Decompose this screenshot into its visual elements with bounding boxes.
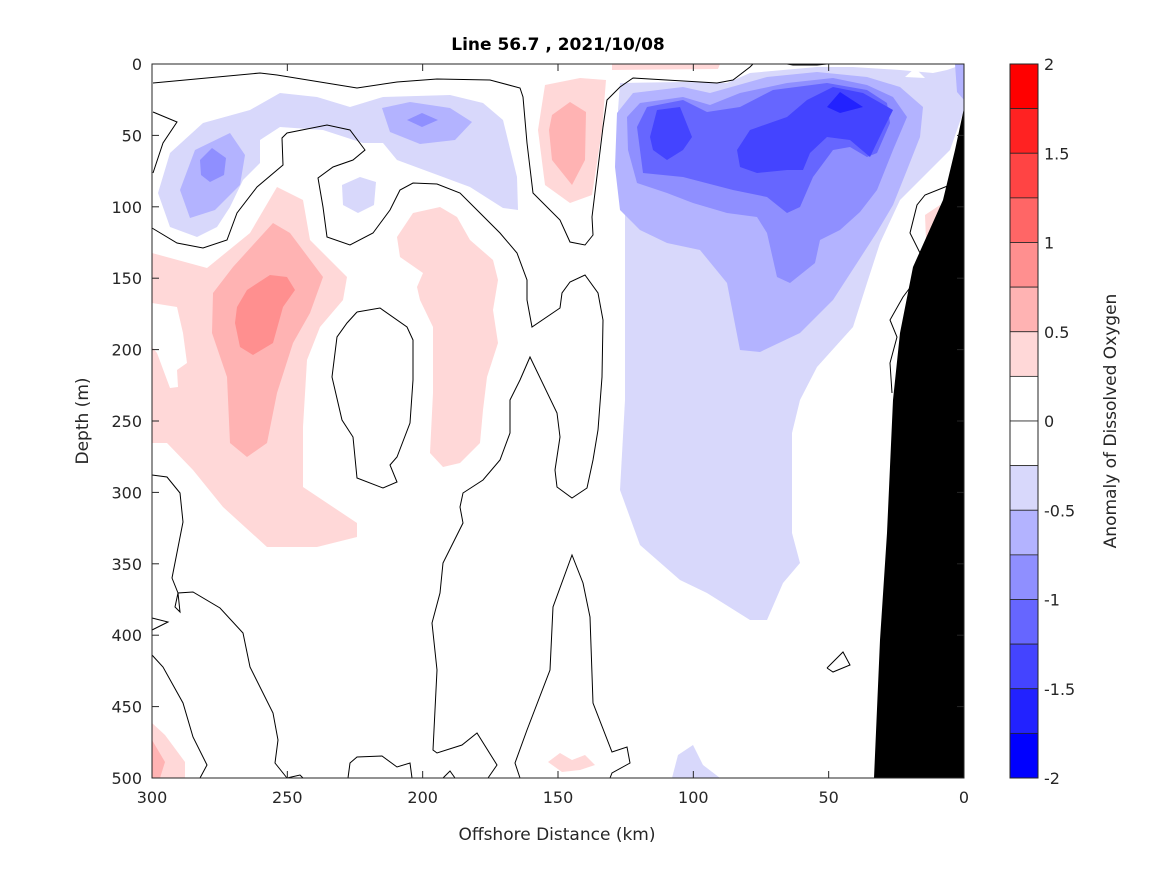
colorbar-band <box>1009 509 1039 556</box>
colorbar-label: Anomaly of Dissolved Oxygen <box>1101 294 1121 549</box>
zero-contour-line <box>151 474 288 779</box>
contour-region-n75 <box>407 113 438 127</box>
zero-contour-line <box>331 307 414 489</box>
x-tick-label: 0 <box>959 788 969 807</box>
colorbar-tick-label: 0 <box>1044 412 1054 431</box>
zero-contour-line <box>826 651 851 673</box>
contour-region-p25 <box>397 207 498 467</box>
contour-region-n150 <box>827 92 863 113</box>
y-tick-label: 300 <box>111 483 142 502</box>
contour-region-p50 <box>549 102 586 185</box>
zero-contour-line <box>152 111 178 174</box>
zero-contour-line <box>151 654 208 779</box>
colorbar-band <box>1009 599 1039 645</box>
x-tick-label: 250 <box>272 788 303 807</box>
contour-region-n25 <box>342 177 376 213</box>
contour-region-n125 <box>650 107 692 160</box>
colorbar-tick-label: 1 <box>1044 234 1054 253</box>
contour-region-n50 <box>955 64 964 100</box>
colorbar-band <box>1009 331 1039 377</box>
y-tick-label: 250 <box>111 412 142 431</box>
y-tick-label: 500 <box>111 769 142 788</box>
x-tick-label: 300 <box>137 788 168 807</box>
y-tick-label: 350 <box>111 555 142 574</box>
colorbar-band <box>1009 732 1039 779</box>
colorbar-band <box>1009 688 1039 734</box>
colorbar-band <box>1009 554 1039 600</box>
zero-contour-line <box>151 124 604 779</box>
colorbar-band <box>1009 420 1039 467</box>
colorbar-tick-label: 0.5 <box>1044 323 1069 342</box>
colorbar-tick-label: -0.5 <box>1044 501 1075 520</box>
colorbar: 2 1.5 1 0.5 0 -0.5 -1 -1.5 -2 <box>1009 55 1075 788</box>
y-axis-label: Depth (m) <box>73 377 93 464</box>
y-tick-label: 0 <box>132 55 142 74</box>
chart-title: Line 56.7 , 2021/10/08 <box>451 35 665 55</box>
contour-region-white <box>905 68 925 78</box>
seafloor-topography <box>874 108 964 778</box>
y-tick-label: 200 <box>111 341 142 360</box>
colorbar-band <box>1009 197 1039 243</box>
contour-region-p25 <box>612 64 720 70</box>
zero-contour-line <box>889 284 913 394</box>
y-tick-label: 400 <box>111 626 142 645</box>
colorbar-band <box>1009 108 1039 154</box>
contour-region-p75 <box>235 275 295 355</box>
colorbar-frame <box>1009 63 1039 779</box>
colorbar-band <box>1009 242 1039 288</box>
colorbar-band <box>1009 375 1039 422</box>
zero-contour-line <box>442 770 456 779</box>
colorbar-band <box>1009 465 1039 511</box>
x-tick-label: 150 <box>543 788 574 807</box>
zero-contour-line <box>514 553 631 779</box>
colorbar-band <box>1009 152 1039 199</box>
y-tick-label: 50 <box>122 126 142 145</box>
zero-contour-line <box>286 774 304 779</box>
zero-contour-line <box>151 617 170 631</box>
contour-fills <box>152 64 964 778</box>
y-tick-label: 100 <box>111 198 142 217</box>
contour-region-p50 <box>152 740 165 778</box>
zero-contour-line <box>152 63 754 246</box>
zero-contour-lines <box>151 63 951 779</box>
contour-region-p25 <box>548 753 595 772</box>
colorbar-tick-label: -1 <box>1044 591 1060 610</box>
colorbar-band <box>1009 643 1039 690</box>
colorbar-tick-label: -1.5 <box>1044 680 1075 699</box>
plot-axes: 300 250 200 150 100 50 00501001502002503003504… <box>111 55 969 807</box>
colorbar-band <box>1009 286 1039 333</box>
y-tick-label: 450 <box>111 698 142 717</box>
colorbar-tick-label: 2 <box>1044 55 1054 74</box>
contour-region-white <box>152 303 187 388</box>
x-tick-label: 100 <box>678 788 709 807</box>
contour-region-n75 <box>200 148 226 182</box>
x-tick-label: 50 <box>818 788 838 807</box>
contour-region-n25 <box>672 745 720 778</box>
colorbar-tick-label: -2 <box>1044 769 1060 788</box>
colorbar-band <box>1009 63 1039 110</box>
topography-mask <box>874 108 964 778</box>
x-axis-label: Offshore Distance (km) <box>458 825 655 845</box>
colorbar-tick-label: 1.5 <box>1044 144 1069 163</box>
x-tick-label: 200 <box>407 788 438 807</box>
zero-contour-line <box>347 755 413 779</box>
y-tick-label: 150 <box>111 269 142 288</box>
